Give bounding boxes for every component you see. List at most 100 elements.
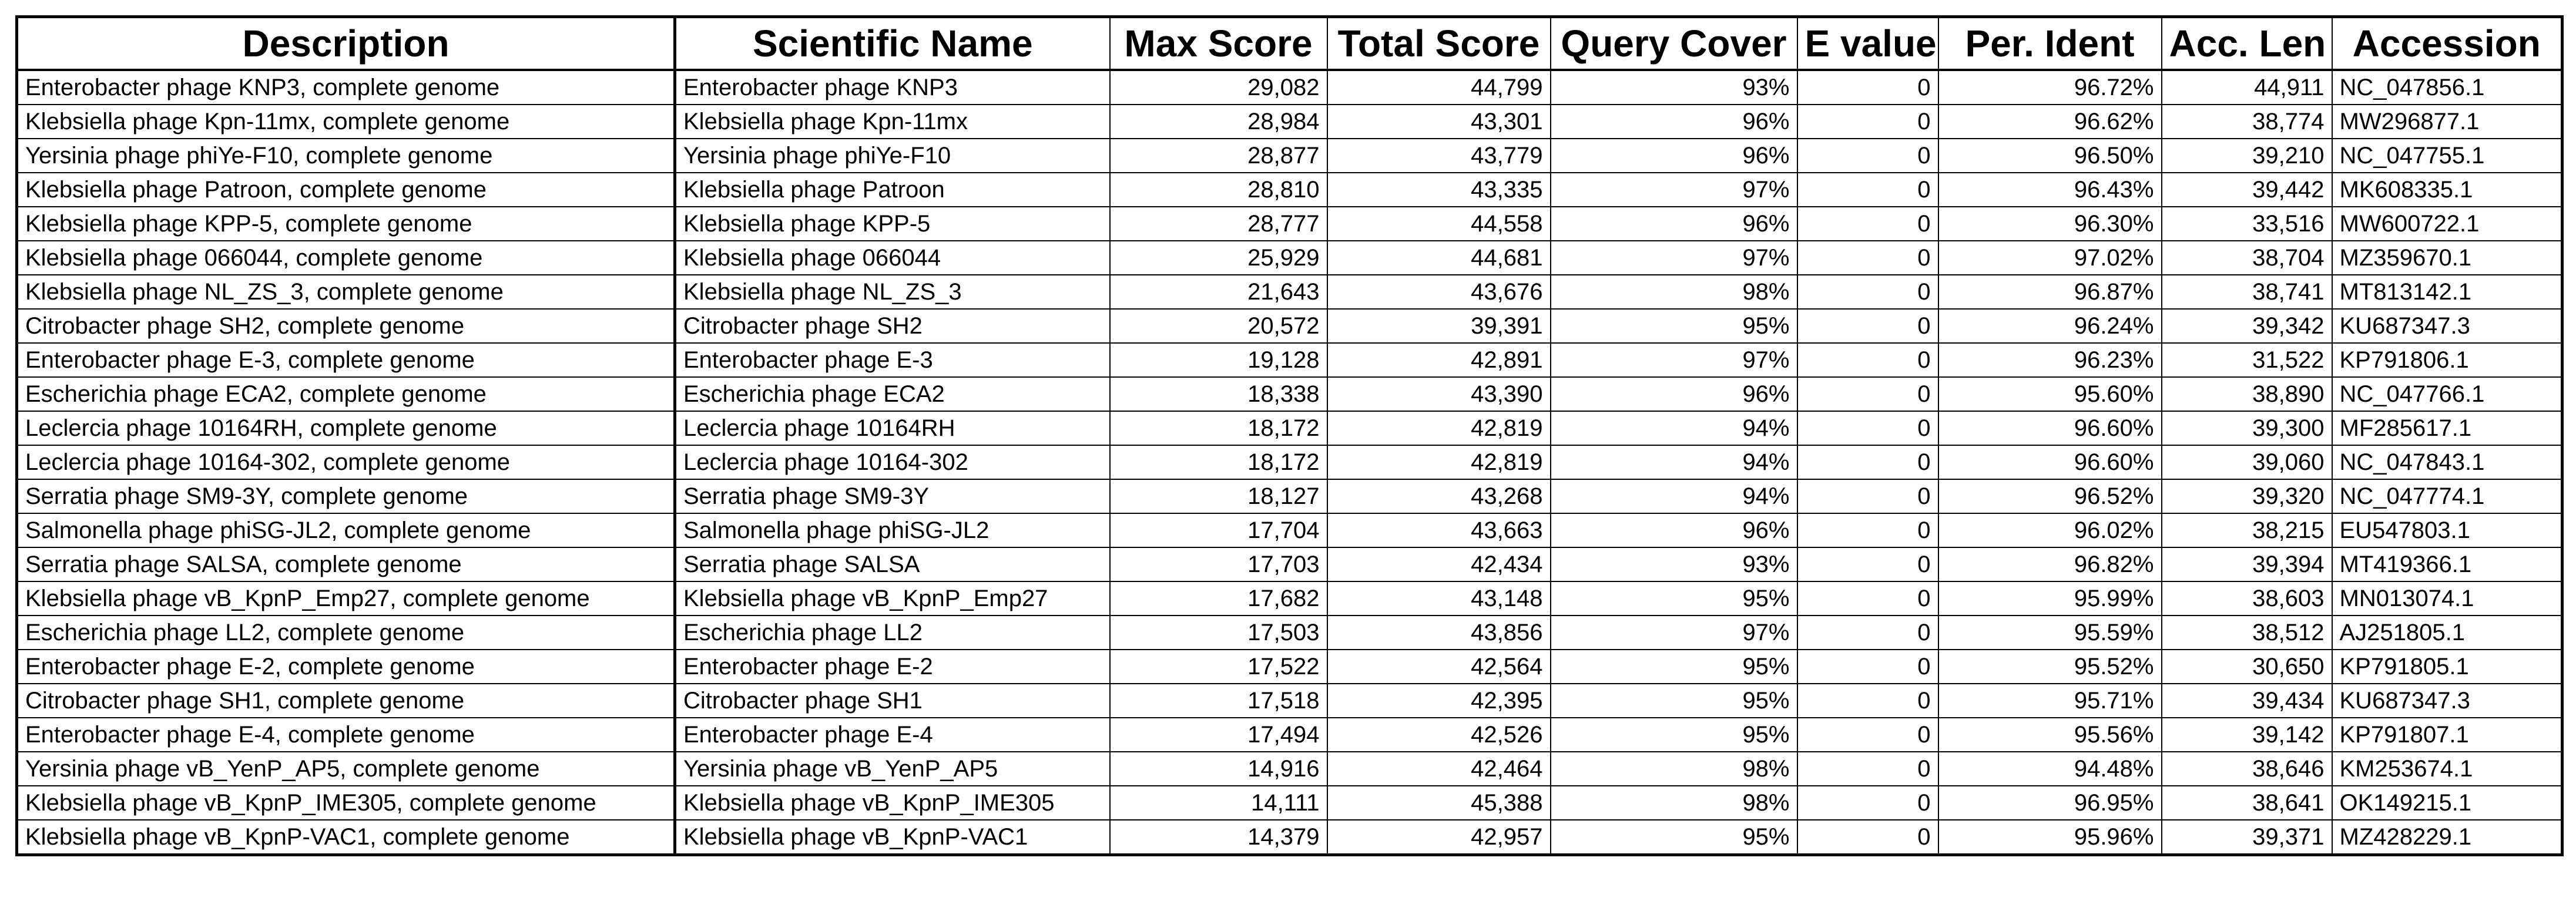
- column-header-query-cover: Query Cover: [1549, 16, 1798, 71]
- cell-description: Enterobacter phage E-3, complete genome: [16, 342, 676, 378]
- cell-e-value: 0: [1796, 649, 1939, 684]
- cell-total-score: 39,391: [1326, 308, 1551, 344]
- cell-e-value: 0: [1796, 376, 1939, 412]
- cell-e-value: 0: [1796, 274, 1939, 310]
- table-row: Klebsiella phage NL_ZS_3, complete genom…: [16, 274, 2563, 310]
- table-row: Klebsiella phage 066044, complete genome…: [16, 240, 2563, 275]
- table-row: Escherichia phage LL2, complete genome Es…: [16, 615, 2563, 650]
- table-row: Enterobacter phage E-2, complete genome E…: [16, 649, 2563, 684]
- column-header-per-ident: Per. Ident: [1937, 16, 2162, 71]
- cell-per-ident: 95.60%: [1937, 376, 2162, 412]
- cell-total-score: 45,388: [1326, 785, 1551, 820]
- cell-per-ident: 95.52%: [1937, 649, 2162, 684]
- cell-query-cover: 94%: [1549, 479, 1798, 514]
- table-row: Enterobacter phage KNP3, complete genome…: [16, 69, 2563, 105]
- column-header-accession: Accession: [2331, 16, 2563, 71]
- cell-e-value: 0: [1796, 411, 1939, 446]
- cell-max-score: 20,572: [1109, 308, 1328, 344]
- column-header-e-value: E value: [1796, 16, 1939, 71]
- cell-total-score: 42,891: [1326, 342, 1551, 378]
- cell-per-ident: 96.72%: [1937, 69, 2162, 105]
- cell-per-ident: 96.60%: [1937, 445, 2162, 480]
- cell-per-ident: 96.30%: [1937, 206, 2162, 241]
- cell-per-ident: 95.99%: [1937, 581, 2162, 616]
- cell-max-score: 17,703: [1109, 547, 1328, 582]
- cell-accession: MK608335.1: [2331, 172, 2563, 207]
- cell-total-score: 43,335: [1326, 172, 1551, 207]
- cell-accession: KP791807.1: [2331, 717, 2563, 752]
- cell-accession: KP791805.1: [2331, 649, 2563, 684]
- table-row: Leclercia phage 10164RH, complete genome…: [16, 411, 2563, 446]
- column-header-description: Description: [16, 16, 676, 71]
- cell-acc-len: 39,300: [2161, 411, 2333, 446]
- cell-acc-len: 38,646: [2161, 751, 2333, 786]
- column-header-total-score: Total Score: [1326, 16, 1551, 71]
- table-row: Leclercia phage 10164-302, complete geno…: [16, 445, 2563, 480]
- cell-e-value: 0: [1796, 206, 1939, 241]
- cell-scientific-name: Yersinia phage phiYe-F10: [673, 138, 1111, 173]
- cell-total-score: 44,681: [1326, 240, 1551, 275]
- table-row: Citrobacter phage SH1, complete genome Ci…: [16, 683, 2563, 718]
- table-row: Salmonella phage phiSG-JL2, complete gen…: [16, 513, 2563, 548]
- cell-total-score: 42,395: [1326, 683, 1551, 718]
- cell-scientific-name: Salmonella phage phiSG-JL2: [673, 513, 1111, 548]
- cell-scientific-name: Enterobacter phage KNP3: [673, 69, 1111, 105]
- cell-scientific-name: Enterobacter phage E-4: [673, 717, 1111, 752]
- cell-total-score: 44,799: [1326, 69, 1551, 105]
- table-row: Escherichia phage ECA2, complete genome E…: [16, 376, 2563, 412]
- cell-scientific-name: Klebsiella phage Patroon: [673, 172, 1111, 207]
- column-header-scientific-name: Scientific Name: [673, 16, 1111, 71]
- cell-per-ident: 96.62%: [1937, 104, 2162, 139]
- cell-per-ident: 95.96%: [1937, 819, 2162, 856]
- cell-query-cover: 96%: [1549, 138, 1798, 173]
- cell-query-cover: 96%: [1549, 376, 1798, 412]
- cell-accession: NC_047843.1: [2331, 445, 2563, 480]
- cell-query-cover: 94%: [1549, 411, 1798, 446]
- cell-query-cover: 96%: [1549, 206, 1798, 241]
- cell-query-cover: 97%: [1549, 172, 1798, 207]
- cell-e-value: 0: [1796, 172, 1939, 207]
- cell-accession: MZ428229.1: [2331, 819, 2563, 856]
- table-row: Klebsiella phage KPP-5, complete genome K…: [16, 206, 2563, 241]
- cell-per-ident: 96.24%: [1937, 308, 2162, 344]
- cell-scientific-name: Klebsiella phage 066044: [673, 240, 1111, 275]
- cell-scientific-name: Serratia phage SALSA: [673, 547, 1111, 582]
- cell-query-cover: 95%: [1549, 308, 1798, 344]
- cell-per-ident: 97.02%: [1937, 240, 2162, 275]
- cell-acc-len: 38,774: [2161, 104, 2333, 139]
- cell-scientific-name: Escherichia phage LL2: [673, 615, 1111, 650]
- cell-acc-len: 39,394: [2161, 547, 2333, 582]
- cell-per-ident: 95.56%: [1937, 717, 2162, 752]
- cell-total-score: 42,434: [1326, 547, 1551, 582]
- cell-query-cover: 96%: [1549, 104, 1798, 139]
- cell-per-ident: 96.52%: [1937, 479, 2162, 514]
- cell-description: Salmonella phage phiSG-JL2, complete gen…: [16, 513, 676, 548]
- cell-max-score: 28,877: [1109, 138, 1328, 173]
- cell-e-value: 0: [1796, 819, 1939, 856]
- cell-total-score: 43,148: [1326, 581, 1551, 616]
- cell-accession: KU687347.3: [2331, 683, 2563, 718]
- cell-accession: MZ359670.1: [2331, 240, 2563, 275]
- cell-query-cover: 98%: [1549, 785, 1798, 820]
- table-header: Description Scientific Name Max Score Total…: [16, 16, 2563, 71]
- cell-query-cover: 93%: [1549, 547, 1798, 582]
- cell-acc-len: 39,442: [2161, 172, 2333, 207]
- cell-query-cover: 97%: [1549, 615, 1798, 650]
- cell-e-value: 0: [1796, 240, 1939, 275]
- cell-acc-len: 39,342: [2161, 308, 2333, 344]
- cell-e-value: 0: [1796, 342, 1939, 378]
- cell-max-score: 28,777: [1109, 206, 1328, 241]
- cell-scientific-name: Enterobacter phage E-2: [673, 649, 1111, 684]
- cell-query-cover: 95%: [1549, 649, 1798, 684]
- cell-scientific-name: Klebsiella phage KPP-5: [673, 206, 1111, 241]
- cell-e-value: 0: [1796, 615, 1939, 650]
- cell-per-ident: 96.95%: [1937, 785, 2162, 820]
- column-header-acc-len: Acc. Len: [2161, 16, 2333, 71]
- table-row: Yersinia phage phiYe-F10, complete genom…: [16, 138, 2563, 173]
- cell-per-ident: 96.02%: [1937, 513, 2162, 548]
- cell-e-value: 0: [1796, 513, 1939, 548]
- cell-acc-len: 39,142: [2161, 717, 2333, 752]
- cell-e-value: 0: [1796, 104, 1939, 139]
- cell-description: Escherichia phage ECA2, complete genome: [16, 376, 676, 412]
- header-row: Description Scientific Name Max Score Total…: [16, 16, 2563, 71]
